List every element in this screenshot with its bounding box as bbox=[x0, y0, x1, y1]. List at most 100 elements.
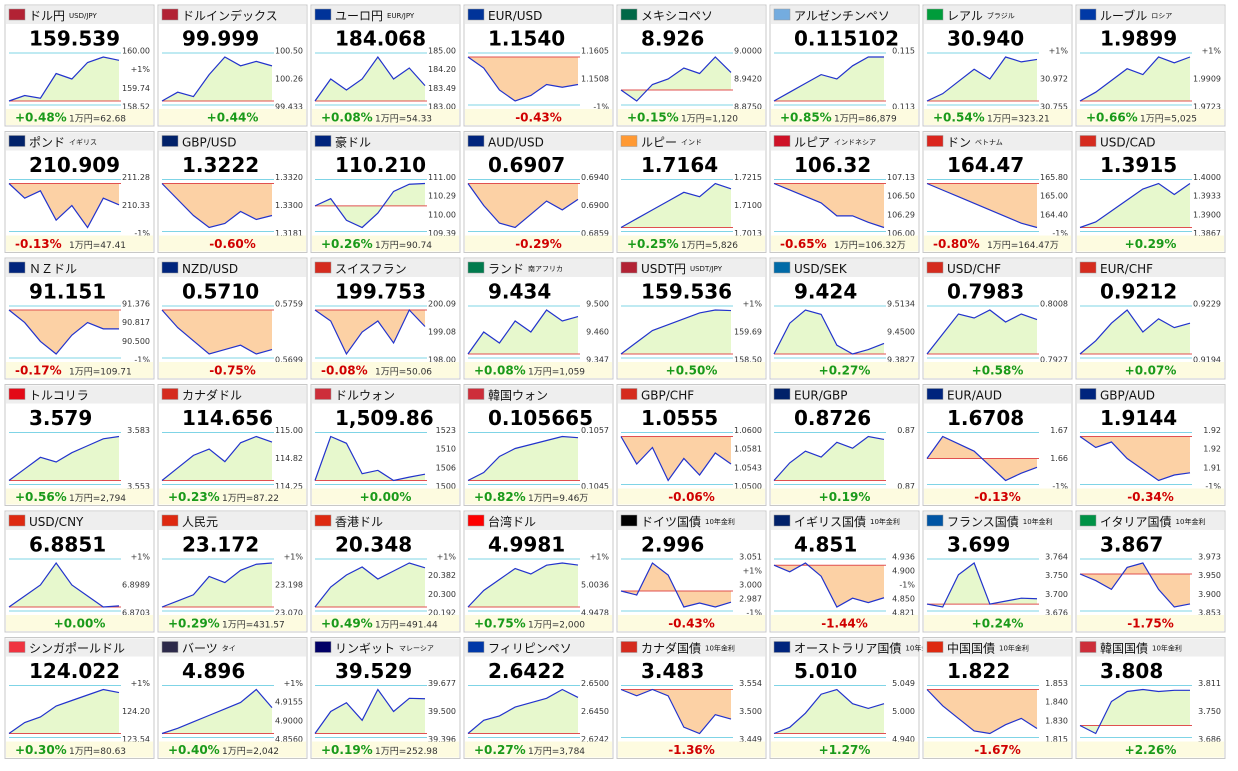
footer bbox=[465, 488, 612, 505]
scale-label: 0.9229 bbox=[1193, 300, 1221, 309]
footer bbox=[1077, 362, 1224, 378]
tile-header bbox=[465, 259, 612, 277]
tile-header bbox=[618, 385, 765, 404]
flag bbox=[773, 8, 791, 21]
flag bbox=[620, 388, 638, 400]
spark-line bbox=[467, 562, 579, 608]
scale-label: 1.92 bbox=[1203, 445, 1221, 454]
scale-label: 3.811 bbox=[1198, 679, 1221, 688]
tile-header bbox=[924, 132, 1071, 151]
spark-line bbox=[926, 309, 1038, 355]
change: +0.08% bbox=[474, 364, 526, 378]
scale-label: 1523 bbox=[436, 426, 456, 435]
scale-label: 211.28 bbox=[122, 173, 150, 182]
yen-note: 1万円=5,826 bbox=[681, 240, 738, 251]
scale-label: 8.9420 bbox=[734, 75, 762, 84]
scale-label: 4.850 bbox=[892, 595, 915, 604]
spark-area bbox=[315, 183, 425, 228]
tile-name-text: カナダドル bbox=[182, 387, 242, 402]
change: +0.49% bbox=[321, 617, 373, 631]
tile-name-text: USD/CNY bbox=[29, 515, 84, 529]
price: 0.115102 bbox=[794, 27, 899, 51]
spark-area bbox=[1080, 57, 1190, 101]
change: -0.29% bbox=[515, 237, 562, 251]
spark-line bbox=[161, 435, 273, 481]
tile-name-text: バーツ bbox=[182, 641, 218, 655]
spark-area bbox=[162, 563, 272, 607]
tile-name: USD/SEK bbox=[794, 262, 848, 276]
scale-label: 3.900 bbox=[1198, 590, 1221, 599]
price: 1.6708 bbox=[947, 406, 1024, 430]
tile-name: イタリア国債 10年金利 bbox=[1100, 514, 1205, 529]
tile-frame bbox=[157, 637, 308, 759]
tile-header bbox=[6, 638, 153, 657]
change: +0.00% bbox=[360, 490, 412, 504]
scale-label: -1% bbox=[593, 103, 609, 112]
tile-header bbox=[771, 132, 918, 151]
tile-frame bbox=[463, 257, 614, 380]
flag bbox=[926, 641, 944, 653]
price: 4.851 bbox=[794, 533, 857, 557]
price: 1.3915 bbox=[1100, 153, 1177, 177]
footer bbox=[1077, 488, 1224, 505]
tile-name: EUR/AUD bbox=[947, 388, 1002, 402]
footer bbox=[618, 235, 765, 252]
flag bbox=[620, 641, 638, 653]
tile-name: USD/CNY bbox=[29, 515, 84, 529]
rate-tile: 人民元 23.172 +1% 23.198 23.070 +0.29% 1万円=431.57 bbox=[157, 510, 308, 633]
footer bbox=[6, 741, 153, 758]
spark-area bbox=[162, 183, 272, 228]
yen-note: 1万円=109.71 bbox=[69, 367, 132, 378]
tile-header bbox=[618, 259, 765, 277]
flag bbox=[467, 135, 485, 147]
scale-label: 3.553 bbox=[127, 482, 150, 491]
flag bbox=[8, 135, 26, 147]
scale-label: 115.00 bbox=[275, 426, 303, 435]
scale-label: 106.00 bbox=[887, 229, 915, 238]
price: 1.7164 bbox=[641, 153, 718, 177]
tile-header bbox=[771, 259, 918, 277]
change: +0.24% bbox=[972, 617, 1024, 631]
footer bbox=[312, 488, 459, 505]
tile-name-text: 中国国債 bbox=[947, 640, 995, 655]
spark-line bbox=[314, 182, 426, 229]
spark-line bbox=[620, 436, 732, 482]
rate-tile: ルピー インド 1.7164 1.7215 1.7100 1.7013 +0.25% 1万円=… bbox=[616, 131, 767, 253]
spark-line bbox=[620, 688, 732, 735]
scale-label: 0.8008 bbox=[1040, 300, 1068, 309]
scale-label: 0.1045 bbox=[581, 482, 609, 491]
spark-line bbox=[773, 309, 885, 355]
scale-label: -1% bbox=[1052, 482, 1068, 491]
change: +0.23% bbox=[168, 490, 220, 504]
price: 5.010 bbox=[794, 659, 857, 683]
flag bbox=[467, 641, 485, 653]
spark-line bbox=[773, 562, 885, 608]
price: 4.9981 bbox=[488, 533, 565, 557]
scale-label: 23.198 bbox=[275, 581, 303, 590]
spark-line bbox=[467, 309, 579, 355]
yen-note: 1万円=5,025 bbox=[1140, 114, 1197, 125]
scale-label: 106.50 bbox=[887, 192, 915, 201]
tile-name-text: ルーブル bbox=[1100, 8, 1147, 23]
tile-frame bbox=[310, 510, 461, 633]
rate-tile: AUD/USD 0.6907 0.6940 0.6900 0.6859 -0.29% bbox=[463, 131, 614, 253]
change: -0.43% bbox=[515, 111, 562, 125]
scale-label: 1.830 bbox=[1045, 716, 1068, 725]
tile-name: ＮＺドル bbox=[29, 262, 77, 276]
scale-label: 184.20 bbox=[428, 65, 456, 74]
flag bbox=[1079, 641, 1097, 653]
footer bbox=[6, 235, 153, 252]
scale-label: 8.8750 bbox=[734, 103, 762, 112]
scale-label: 1.1605 bbox=[581, 47, 609, 56]
flag bbox=[314, 388, 332, 400]
change: -1.44% bbox=[821, 617, 868, 631]
tile-name: 韓国国債 10年金利 bbox=[1100, 640, 1182, 655]
rate-tile: ランド 南アフリカ 9.434 9.500 9.460 9.347 +0.08% 1万円=1,… bbox=[463, 257, 614, 380]
tile-name: ドル円 USD/JPY bbox=[29, 9, 97, 23]
flag bbox=[926, 261, 944, 274]
yen-note: 1万円=54.33 bbox=[375, 114, 432, 125]
